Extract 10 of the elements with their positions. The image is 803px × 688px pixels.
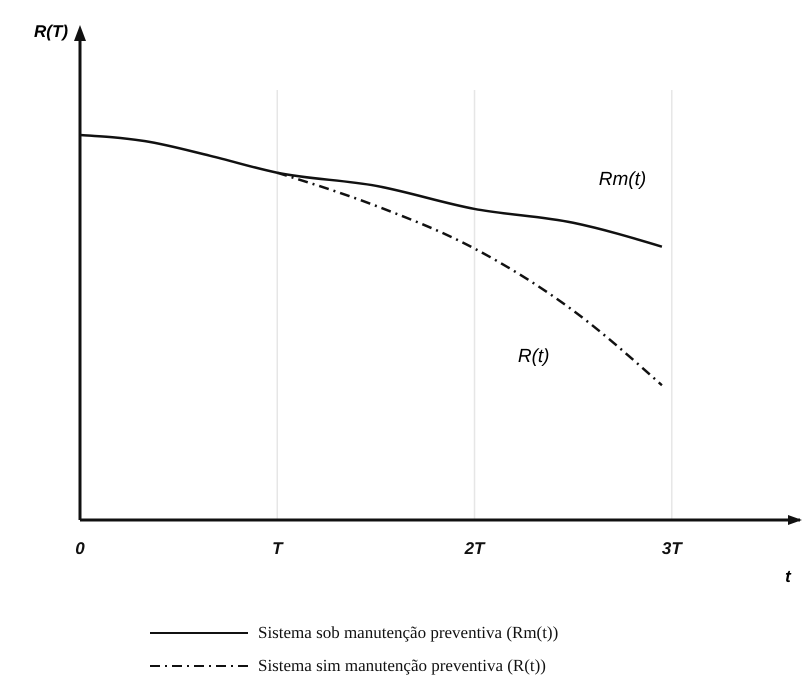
- x-tick-label: 2T: [464, 539, 486, 558]
- legend-label: Sistema sim manutenção preventiva (R(t)): [258, 656, 546, 675]
- x-axis-title: t: [785, 567, 792, 586]
- annotation: Rm(t): [598, 169, 646, 190]
- x-tick-label: 0: [75, 539, 86, 558]
- annotation: R(t): [518, 346, 550, 368]
- x-tick-label: T: [272, 539, 284, 558]
- text: R(T): [34, 22, 68, 41]
- legend-label: Sistema sob manutenção preventiva (Rm(t)): [258, 623, 558, 642]
- x-tick-label: 3T: [662, 539, 684, 558]
